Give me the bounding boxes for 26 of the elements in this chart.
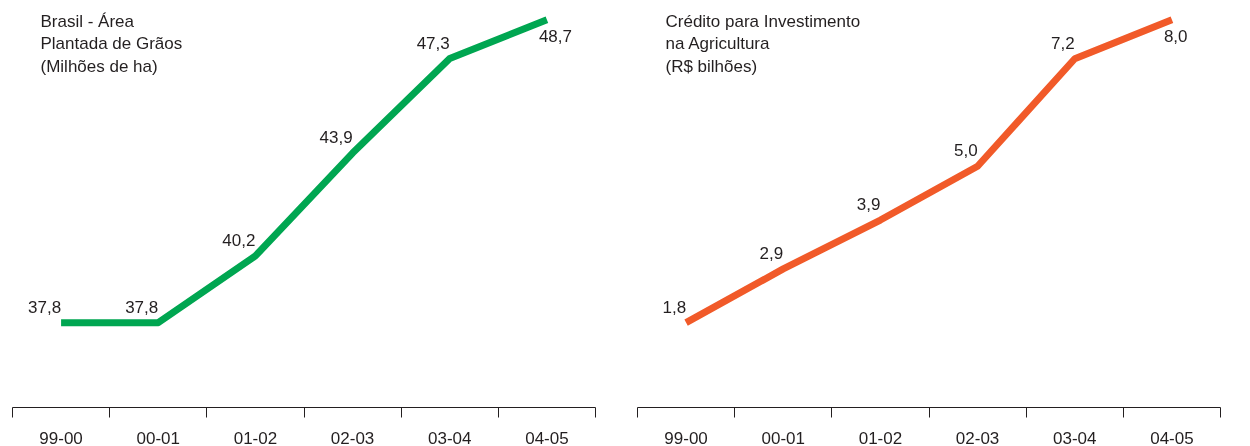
data-label: 47,3: [416, 33, 450, 53]
text: Brasil - Área Plantada de Grãos (Milhões de ha): [40, 11, 183, 77]
x-tick-label: 02-03: [955, 428, 1000, 446]
x-tick-label: 04-05: [525, 428, 569, 446]
data-label: 48,7: [538, 26, 573, 46]
x-tick-label: 01-02: [858, 428, 903, 446]
data-label: 8,0: [1163, 26, 1188, 46]
data-label: 37,8: [125, 297, 159, 317]
data-label: 5,0: [953, 141, 978, 161]
x-tick-label: 03-04: [428, 428, 472, 446]
x-tick-label: 00-01: [761, 428, 805, 446]
x-tick-label: 03-04: [1053, 428, 1097, 446]
data-label: 2,9: [759, 243, 784, 263]
data-label: 40,2: [222, 230, 256, 250]
x-tick-label: 04-05: [1150, 428, 1194, 446]
data-label: 7,2: [1051, 33, 1075, 53]
x-tick-label: 01-02: [233, 428, 278, 446]
data-label: 37,8: [28, 297, 62, 317]
data-label: 1,8: [662, 297, 687, 317]
x-tick-label: 02-03: [330, 428, 375, 446]
x-tick-label: 00-01: [136, 428, 180, 446]
data-label: 3,9: [856, 195, 881, 215]
data-label: 43,9: [319, 128, 353, 148]
x-tick-label: 99-00: [39, 428, 83, 446]
text: Crédito para Investimento na Agricultura (R$ bilhões): [665, 11, 861, 77]
x-tick-label: 99-00: [664, 428, 708, 446]
